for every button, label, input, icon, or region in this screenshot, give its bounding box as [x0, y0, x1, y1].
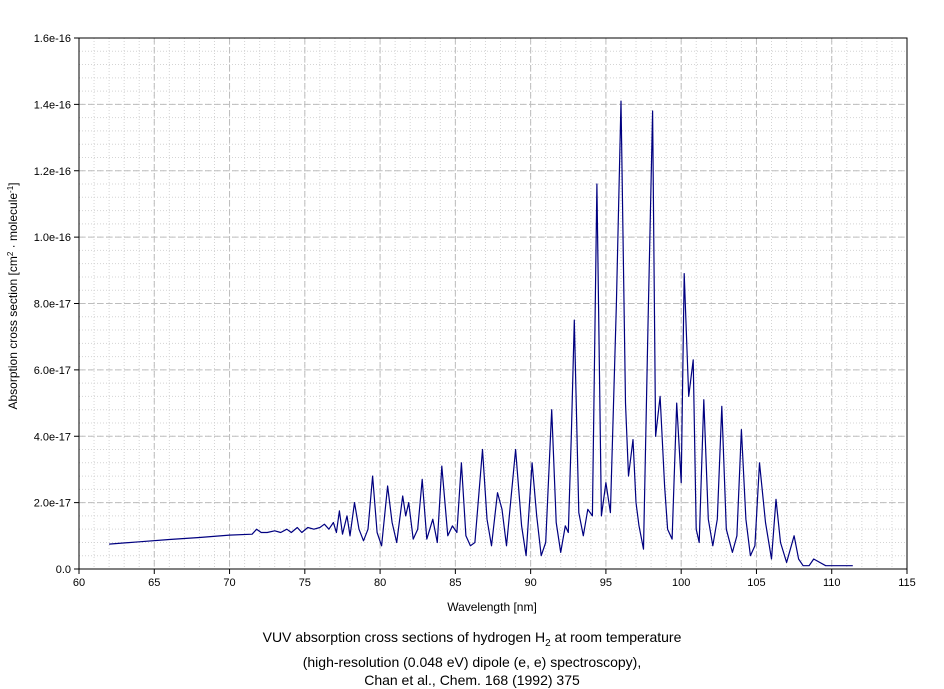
absorption-chart: 60 65 70 75 80 85 90 95 100 105 110 115 0.0 2.0e-17 4…: [6, 33, 916, 614]
y-tick-label: 0.0: [56, 564, 71, 576]
x-tick-label: 100: [672, 577, 690, 589]
x-tick-label: 115: [898, 577, 916, 589]
x-tick-label: 95: [600, 577, 612, 589]
x-axis-label: Wavelength [nm]: [447, 600, 537, 614]
x-tick-label: 65: [148, 577, 160, 589]
x-tick-label: 70: [223, 577, 235, 589]
y-tick-label: 8.0e-17: [34, 299, 71, 311]
y-tick-label: 1.2e-16: [34, 166, 71, 178]
y-axis-ticks: 0.0 2.0e-17 4.0e-17 6.0e-17 8.0e-17 1.0e-16 1.…: [34, 33, 79, 576]
cross-section-series-line: [109, 100, 853, 567]
y-tick-label: 2.0e-17: [34, 498, 71, 510]
y-tick-label: 1.0e-16: [34, 232, 71, 244]
x-axis-ticks: 60 65 70 75 80 85 90 95 100 105 110 115: [73, 569, 916, 589]
y-tick-label: 1.6e-16: [34, 33, 71, 45]
x-tick-label: 80: [374, 577, 386, 589]
x-tick-label: 75: [299, 577, 311, 589]
caption-line-3: Chan et al., Chem. 168 (1992) 375: [364, 671, 580, 688]
y-tick-label: 6.0e-17: [34, 365, 71, 377]
y-tick-label: 1.4e-16: [34, 99, 71, 111]
caption-line-1: VUV absorption cross sections of hydroge…: [262, 629, 682, 649]
x-tick-label: 60: [73, 577, 85, 589]
y-axis-label: Absorption cross section [cm2 · molecule…: [6, 182, 21, 409]
caption-line-2: (high-resolution (0.048 eV) dipole (e, e…: [302, 653, 642, 670]
y-tick-label: 4.0e-17: [34, 431, 71, 443]
x-tick-label: 110: [823, 577, 841, 589]
x-tick-label: 105: [747, 577, 765, 589]
chart-caption: VUV absorption cross sections of hydroge…: [0, 628, 944, 689]
x-tick-label: 90: [525, 577, 537, 589]
x-tick-label: 85: [449, 577, 461, 589]
